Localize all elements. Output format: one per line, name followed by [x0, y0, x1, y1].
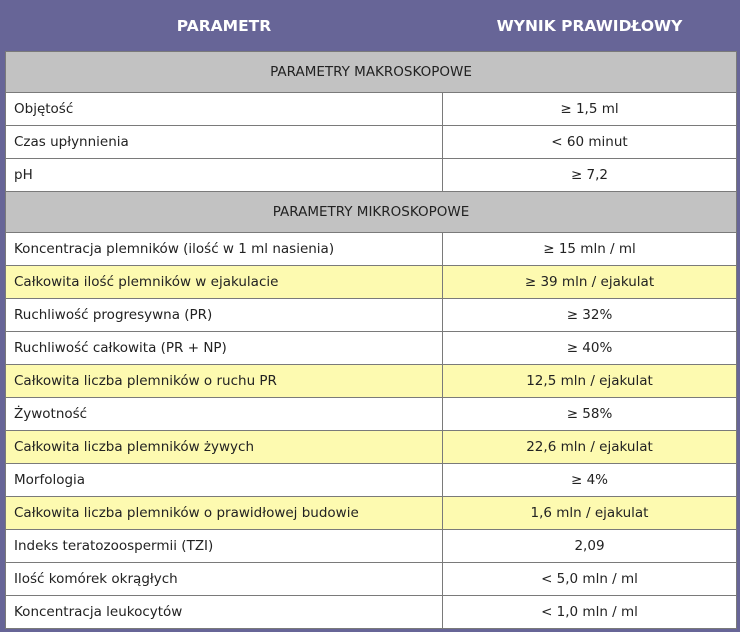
- parameter-cell: Morfologia: [5, 463, 443, 497]
- table-row: Całkowita liczba plemników o ruchu PR 12,…: [5, 364, 737, 398]
- table-row: Koncentracja plemników (ilość w 1 ml nas…: [5, 232, 737, 266]
- semen-parameters-table: PARAMETR WYNIK PRAWIDŁOWY PARAMETRY MAKR…: [5, 0, 737, 629]
- parameter-cell: Ilość komórek okrągłych: [5, 562, 443, 596]
- parameter-cell: Całkowita ilość plemników w ejakulacie: [5, 265, 443, 299]
- value-cell: < 60 minut: [442, 125, 737, 159]
- value-cell: ≥ 32%: [442, 298, 737, 332]
- table-row: Objętość ≥ 1,5 ml: [5, 92, 737, 126]
- parameter-cell: Koncentracja leukocytów: [5, 595, 443, 629]
- parameter-cell: Indeks teratozoospermii (TZI): [5, 529, 443, 563]
- table-row: Ruchliwość progresywna (PR) ≥ 32%: [5, 298, 737, 332]
- section-title: PARAMETRY MIKROSKOPOWE: [5, 191, 737, 233]
- parameter-cell: Całkowita liczba plemników o ruchu PR: [5, 364, 443, 398]
- value-cell: ≥ 58%: [442, 397, 737, 431]
- value-cell: ≥ 40%: [442, 331, 737, 365]
- value-cell: 2,09: [442, 529, 737, 563]
- parameter-cell: Żywotność: [5, 397, 443, 431]
- header-result: WYNIK PRAWIDŁOWY: [442, 0, 737, 52]
- table-row: Czas upłynnienia < 60 minut: [5, 125, 737, 159]
- table-header: PARAMETR WYNIK PRAWIDŁOWY: [5, 0, 737, 52]
- table-row: Ruchliwość całkowita (PR + NP) ≥ 40%: [5, 331, 737, 365]
- table-row: Żywotność ≥ 58%: [5, 397, 737, 431]
- value-cell: ≥ 1,5 ml: [442, 92, 737, 126]
- value-cell: ≥ 39 mln / ejakulat: [442, 265, 737, 299]
- table-row: Indeks teratozoospermii (TZI) 2,09: [5, 529, 737, 563]
- parameter-cell: pH: [5, 158, 443, 192]
- parameter-cell: Koncentracja plemników (ilość w 1 ml nas…: [5, 232, 443, 266]
- section-title: PARAMETRY MAKROSKOPOWE: [5, 51, 737, 93]
- table-row: Całkowita liczba plemników o prawidłowej…: [5, 496, 737, 530]
- header-parameter: PARAMETR: [5, 0, 443, 52]
- section-header: PARAMETRY MIKROSKOPOWE: [5, 191, 737, 233]
- section-header: PARAMETRY MAKROSKOPOWE: [5, 51, 737, 93]
- table-row: Całkowita ilość plemników w ejakulacie ≥ …: [5, 265, 737, 299]
- table-row: Morfologia ≥ 4%: [5, 463, 737, 497]
- parameter-cell: Ruchliwość progresywna (PR): [5, 298, 443, 332]
- parameter-cell: Ruchliwość całkowita (PR + NP): [5, 331, 443, 365]
- value-cell: ≥ 15 mln / ml: [442, 232, 737, 266]
- table-row: Koncentracja leukocytów < 1,0 mln / ml: [5, 595, 737, 629]
- value-cell: 1,6 mln / ejakulat: [442, 496, 737, 530]
- value-cell: < 1,0 mln / ml: [442, 595, 737, 629]
- table-row: Całkowita liczba plemników żywych 22,6 ml…: [5, 430, 737, 464]
- value-cell: < 5,0 mln / ml: [442, 562, 737, 596]
- value-cell: ≥ 7,2: [442, 158, 737, 192]
- table-row: pH ≥ 7,2: [5, 158, 737, 192]
- value-cell: ≥ 4%: [442, 463, 737, 497]
- table-row: Ilość komórek okrągłych < 5,0 mln / ml: [5, 562, 737, 596]
- value-cell: 12,5 mln / ejakulat: [442, 364, 737, 398]
- parameter-cell: Czas upłynnienia: [5, 125, 443, 159]
- parameter-cell: Całkowita liczba plemników żywych: [5, 430, 443, 464]
- value-cell: 22,6 mln / ejakulat: [442, 430, 737, 464]
- parameter-cell: Całkowita liczba plemników o prawidłowej…: [5, 496, 443, 530]
- parameter-cell: Objętość: [5, 92, 443, 126]
